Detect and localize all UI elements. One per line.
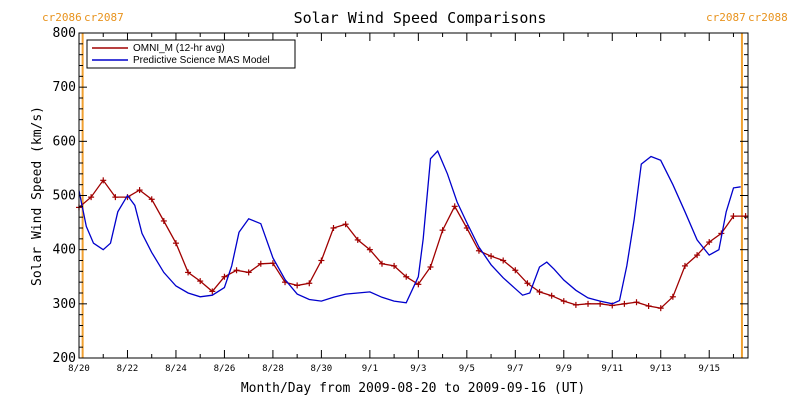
x-tick-label: 8/20 — [68, 364, 90, 374]
plot-area — [76, 33, 749, 358]
omni-data-point — [354, 236, 361, 243]
omni-data-point — [233, 267, 240, 274]
omni-data-point — [488, 253, 495, 260]
y-tick-label: 600 — [53, 134, 76, 149]
omni-data-point — [88, 194, 95, 201]
omni-data-point — [669, 293, 676, 300]
omni-data-point — [197, 278, 204, 285]
x-tick-label: 8/24 — [165, 364, 187, 374]
x-axis: 8/20 8/22 8/24 8/26 8/28 8/30 9/1 9/3 9/5 9/7 9/9 9… — [68, 33, 734, 374]
plot-frame — [78, 32, 749, 359]
x-axis-label: Month/Day from 2009-08-20 to 2009-09-16 … — [241, 381, 585, 396]
carrington-labels: cr2086 cr2087 cr2087 cr2088 — [42, 11, 788, 24]
y-axis: 200 300 400 500 600 700 800 — [53, 26, 748, 366]
omni-data-point — [451, 203, 458, 210]
omni-data-point — [318, 257, 325, 264]
omni-data-point — [681, 262, 688, 269]
omni-data-point — [560, 298, 567, 305]
x-tick-label: 8/28 — [262, 364, 284, 374]
omni-data-point — [548, 292, 555, 299]
carrington-label-left-1: cr2086 — [42, 11, 82, 24]
x-tick-label: 9/15 — [698, 364, 720, 374]
carrington-label-right-1: cr2087 — [84, 11, 124, 24]
x-tick-label: 9/5 — [459, 364, 475, 374]
omni-data-point — [597, 300, 604, 307]
x-tick-label: 8/30 — [311, 364, 333, 374]
omni-data-point — [439, 227, 446, 234]
omni-data-point — [633, 299, 640, 306]
omni-data-point — [209, 288, 216, 295]
omni-data-point — [160, 217, 167, 224]
omni-data-point — [172, 240, 179, 247]
omni-data-point — [415, 281, 422, 288]
omni-data-point — [500, 257, 507, 264]
omni-data-point — [427, 264, 434, 270]
omni-data-point — [330, 225, 337, 231]
omni-data-point — [645, 303, 652, 309]
omni-data-point — [706, 239, 713, 246]
y-axis-label: Solar Wind Speed (km/s) — [30, 106, 45, 286]
y-tick-label: 500 — [53, 189, 76, 204]
x-tick-label: 9/11 — [601, 364, 623, 374]
legend: OMNI_M (12-hr avg) Predictive Science MA… — [86, 39, 296, 69]
x-tick-label: 9/7 — [507, 364, 523, 374]
legend-box — [86, 39, 296, 69]
omni-data-point — [112, 194, 119, 201]
carrington-label-right-2: cr2088 — [748, 11, 788, 24]
legend-label-mas: Predictive Science MAS Model — [133, 55, 270, 66]
y-tick-label: 400 — [53, 243, 76, 258]
omni-data-point — [391, 262, 398, 269]
y-tick-label: 800 — [53, 26, 76, 41]
y-tick-label: 200 — [53, 351, 76, 366]
y-tick-label: 300 — [53, 297, 76, 312]
x-tick-label: 9/3 — [410, 364, 426, 374]
x-tick-label: 9/13 — [650, 364, 672, 374]
omni-data-point — [257, 260, 264, 267]
omni-data-point — [585, 300, 592, 307]
omni-data-point — [245, 269, 252, 276]
legend-label-omni: OMNI_M (12-hr avg) — [133, 43, 225, 54]
omni-data-point — [512, 267, 519, 274]
omni-data-point — [185, 269, 192, 276]
carrington-label-left-2: cr2087 — [706, 11, 746, 24]
omni-data-point — [294, 282, 301, 289]
x-tick-label: 8/22 — [117, 364, 139, 374]
y-tick-label: 700 — [53, 80, 76, 95]
omni-data-point — [306, 280, 313, 287]
x-tick-label: 9/1 — [362, 364, 378, 374]
omni-data-point — [100, 177, 107, 184]
omni-data-point — [378, 260, 385, 267]
omni-data-point — [572, 301, 579, 308]
x-tick-label: 8/26 — [214, 364, 236, 374]
chart-title: Solar Wind Speed Comparisons — [294, 9, 547, 27]
omni-data-point — [269, 260, 276, 267]
omni-data-point — [403, 273, 410, 280]
omni-data-point — [524, 280, 531, 287]
omni-data-point — [136, 187, 143, 194]
omni-data-point — [657, 305, 664, 312]
omni-data-point — [694, 252, 701, 259]
omni-data-point — [621, 300, 628, 307]
series-line-mas — [78, 149, 741, 305]
omni-data-point — [221, 273, 228, 280]
omni-data-point — [536, 288, 543, 295]
x-tick-label: 9/9 — [556, 364, 572, 374]
omni-data-point — [730, 213, 737, 220]
omni-data-point — [366, 246, 373, 253]
omni-data-point — [342, 221, 349, 228]
omni-data-point — [148, 196, 155, 203]
